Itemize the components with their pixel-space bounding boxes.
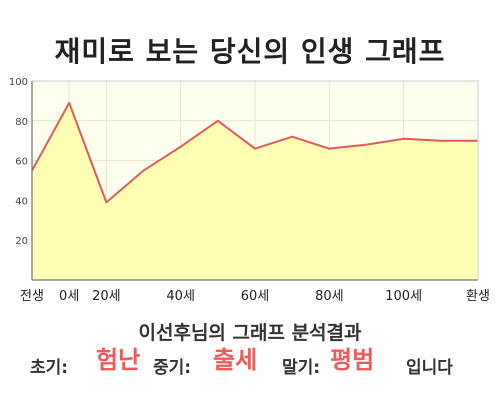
early-value: 험난 [96,346,141,374]
mid-label: 중기: [153,358,192,378]
x-tick-label-0: 전생 [20,289,44,304]
x-tick-label-12: 환생 [466,289,490,304]
x-tick-label-4: 40세 [166,289,195,304]
life-line [31,101,478,204]
ending-text: 입니다 [406,358,453,378]
late-value: 평범 [330,346,375,374]
y-tick-label-100: 100 [9,77,28,88]
chart-title: 재미로 보는 당신의 인생 그래프 [54,35,446,68]
analysis-summary: 이선후님의 그래프 분석결과 [138,322,362,344]
x-tick-label-8: 80세 [315,289,344,304]
x-tick-label-6: 60세 [241,289,270,304]
y-tick-label-20: 20 [15,236,28,247]
late-label: 말기: [282,358,321,378]
x-tick-label-10: 100세 [385,289,422,304]
x-tick-label-2: 20세 [92,289,121,304]
mid-value: 출세 [213,346,258,374]
y-tick-label-80: 80 [15,117,28,128]
life-area-fill [32,102,478,280]
early-label: 초기: [30,358,69,378]
y-tick-label-40: 40 [15,196,28,207]
x-tick-label-1: 0세 [59,289,79,304]
y-tick-label-60: 60 [15,157,28,168]
